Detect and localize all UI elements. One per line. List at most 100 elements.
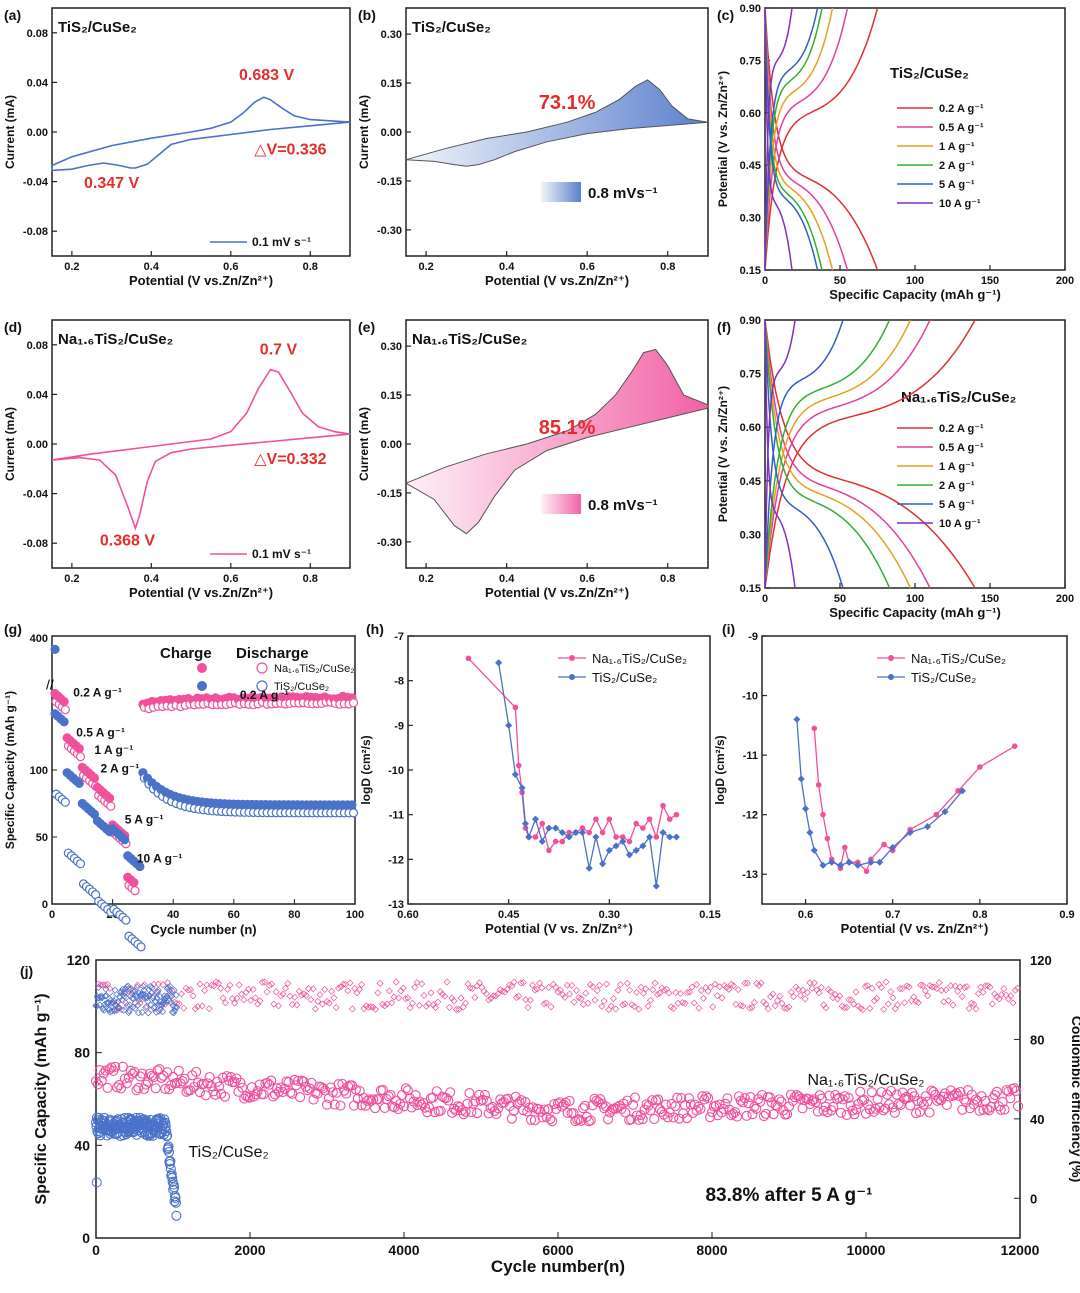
ce-point	[755, 981, 763, 989]
y-tick-label: 0.30	[740, 529, 761, 541]
legend-label: 10 A g⁻¹	[939, 518, 981, 530]
legend-label: TiS₂/CuSe₂	[592, 670, 657, 685]
data-point	[613, 834, 619, 840]
capacity-point	[545, 1114, 556, 1125]
capacity-point	[170, 1192, 181, 1204]
x-tick-label: 100	[346, 909, 364, 921]
ce-point	[457, 994, 465, 1002]
ce-point	[101, 992, 109, 1000]
ce-point	[184, 986, 192, 994]
capacity-point	[812, 1106, 823, 1117]
y-tick-label: 0.15	[740, 265, 761, 277]
rate-label: 10 A g⁻¹	[137, 851, 182, 865]
ce-point	[568, 981, 576, 989]
x-tick-label: 0.4	[499, 261, 515, 273]
charge-curve	[764, 319, 912, 589]
ce-point	[656, 989, 664, 997]
ce-point	[432, 1003, 440, 1011]
x-tick-label: 0.9	[1059, 909, 1074, 921]
ce-point	[598, 1002, 606, 1010]
capacity-point	[506, 1113, 517, 1124]
capacity-point	[225, 1071, 236, 1082]
capacity-point	[949, 1090, 960, 1101]
data-point	[958, 787, 966, 795]
capacity-point	[458, 1109, 469, 1120]
y-tick-label: 0	[42, 899, 48, 911]
legend-label: Na₁.₆TiS₂/CuSe₂	[911, 651, 1006, 666]
x-axis-label: Potential (V vs. Zn/Zn²⁺)	[485, 921, 633, 936]
ce-point	[603, 980, 611, 988]
panel-letter: (j)	[20, 963, 33, 979]
ce-point	[824, 985, 832, 993]
ce-point	[951, 982, 959, 990]
y-tick-label: 80	[74, 1045, 90, 1061]
data-point	[578, 828, 587, 837]
ce-point	[686, 988, 694, 996]
capacity-point	[402, 1085, 413, 1096]
capacity-point	[289, 1074, 300, 1085]
y-tick-label: 0.04	[27, 389, 49, 401]
ce-point	[746, 1004, 754, 1012]
capacity-point	[472, 1108, 483, 1119]
capacity-point	[756, 1089, 768, 1101]
y-tick-label: -8	[394, 676, 404, 688]
ce-point	[102, 985, 110, 993]
ce-point	[676, 989, 684, 997]
x-tick-label: 12000	[1001, 1242, 1040, 1258]
capacity-point	[562, 1107, 573, 1119]
capacity-point	[477, 1094, 488, 1105]
ce-point	[924, 992, 932, 1000]
ce-point	[443, 978, 451, 986]
panel-f: 0 50 100 150 200 0.15 0.30 0.45 0.60 0.75 0.90 Spec…	[716, 315, 1074, 620]
y-tick-label: 0.15	[740, 583, 761, 595]
plot-frame	[51, 7, 351, 257]
x-tick-label: 0.45	[498, 909, 519, 921]
x-tick-label: 40	[167, 909, 179, 921]
capacity-point	[90, 1076, 102, 1087]
ce-point	[258, 978, 266, 986]
ce-point	[122, 985, 130, 993]
ce-point	[829, 994, 837, 1002]
ce-point	[519, 979, 527, 987]
data-point	[810, 846, 818, 854]
capacity-point	[924, 1107, 935, 1118]
x-tick-label: 0.6	[580, 261, 595, 273]
ce-point	[942, 986, 950, 994]
capacity-point	[705, 1112, 716, 1123]
ce-point	[681, 999, 689, 1007]
ce-point	[404, 994, 412, 1002]
discharge-curve	[764, 7, 849, 271]
legend-swatch	[541, 494, 581, 514]
data-point	[653, 834, 660, 840]
discharge-curve	[764, 319, 844, 589]
ce-point	[351, 984, 359, 992]
ce-point	[670, 1004, 677, 1012]
ce-point	[873, 994, 881, 1002]
legend-label: 2 A g⁻¹	[939, 480, 975, 492]
data-point	[820, 811, 826, 818]
ce-point	[171, 1007, 179, 1015]
panel-letter: (d)	[4, 319, 22, 335]
capacity-point	[882, 1089, 893, 1100]
ce-point	[399, 984, 407, 992]
ce-point	[471, 994, 479, 1001]
capacity-point	[210, 1089, 221, 1100]
capacity-point	[637, 1114, 648, 1125]
annotation: 0.683 V	[239, 67, 294, 84]
charge-curve	[764, 7, 879, 271]
ce-point	[482, 990, 490, 998]
ce-point	[314, 997, 322, 1005]
ce-point	[713, 992, 721, 1000]
ce-point	[593, 987, 601, 995]
capacity-point	[629, 1092, 641, 1103]
y-axis-label: Current (mA)	[3, 95, 17, 169]
capacity-point	[959, 1094, 970, 1105]
ce-point	[633, 988, 641, 996]
ce-point	[133, 983, 141, 991]
panel-letter: (e)	[358, 319, 375, 335]
ce-point	[963, 983, 971, 991]
ce-point	[582, 989, 590, 997]
rate-label: 5 A g⁻¹	[125, 813, 164, 827]
ce-point	[917, 981, 925, 989]
x-tick-label: 100	[906, 275, 924, 287]
